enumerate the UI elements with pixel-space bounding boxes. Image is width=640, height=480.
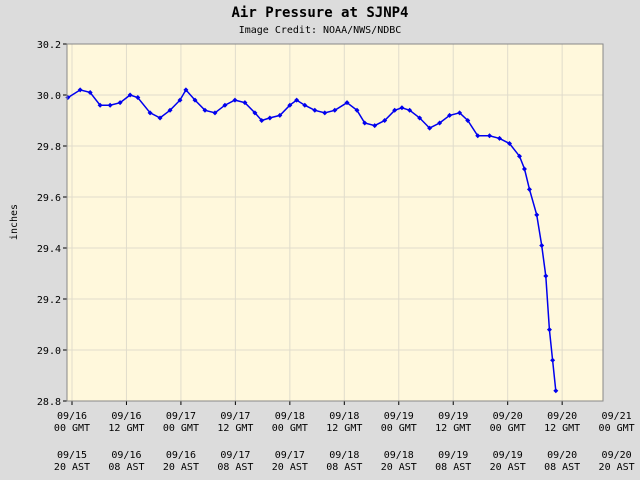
x-tick-label: 09/19 00 GMT xyxy=(381,411,417,434)
point xyxy=(382,118,388,123)
point xyxy=(546,327,552,333)
point xyxy=(539,242,545,248)
y-tick-label: 30.2 xyxy=(37,40,61,51)
point xyxy=(322,110,328,116)
point xyxy=(192,97,198,103)
point xyxy=(222,102,228,108)
x-tick-local-label: 09/16 08 AST xyxy=(108,450,144,473)
x-tick-local-label: 09/19 08 AST xyxy=(435,450,471,473)
point xyxy=(252,110,258,116)
point xyxy=(77,87,83,93)
point xyxy=(344,100,350,106)
point xyxy=(399,105,405,111)
y-tick-label: 29.4 xyxy=(37,244,61,255)
point xyxy=(332,107,338,113)
point xyxy=(372,123,378,129)
point xyxy=(157,115,163,121)
point xyxy=(465,118,471,123)
point xyxy=(553,388,559,394)
y-axis-label: inches xyxy=(9,204,20,240)
y-tick-label: 28.8 xyxy=(37,397,61,408)
x-tick-label: 09/17 12 GMT xyxy=(217,411,253,434)
x-tick-local-label: 09/16 20 AST xyxy=(163,450,199,473)
subtitle: Image Credit: NOAA/NWS/NDBC xyxy=(239,25,402,36)
point xyxy=(312,107,318,113)
point xyxy=(117,100,123,106)
point xyxy=(302,102,308,108)
point xyxy=(259,118,265,123)
point xyxy=(447,112,453,118)
point xyxy=(287,102,293,108)
x-tick-local-label: 09/15 20 AST xyxy=(54,450,90,473)
point xyxy=(232,97,238,103)
y-tick-label: 30.0 xyxy=(37,91,61,102)
point xyxy=(475,133,481,139)
point xyxy=(354,107,360,113)
plot-area xyxy=(67,44,603,401)
x-tick-label: 09/16 00 GMT xyxy=(54,411,90,434)
point xyxy=(362,120,368,126)
x-tick-label: 09/18 00 GMT xyxy=(272,411,308,434)
x-tick-label: 09/17 00 GMT xyxy=(163,411,199,434)
point xyxy=(183,87,189,93)
x-tick-local-label: 09/18 08 AST xyxy=(326,450,362,473)
point xyxy=(497,135,503,141)
x-tick-local-label: 09/20 08 AST xyxy=(544,450,580,473)
point xyxy=(127,92,133,98)
point xyxy=(437,120,443,126)
point xyxy=(212,110,218,116)
y-tick-label: 29.8 xyxy=(37,142,61,153)
point xyxy=(507,140,513,146)
point xyxy=(550,357,556,363)
point xyxy=(87,89,93,95)
point xyxy=(392,107,398,113)
x-tick-label: 09/18 12 GMT xyxy=(326,411,362,434)
y-tick-label: 29.6 xyxy=(37,193,61,204)
x-tick-label: 09/19 12 GMT xyxy=(435,411,471,434)
point xyxy=(521,166,527,172)
point xyxy=(202,107,208,113)
point xyxy=(543,273,549,279)
point xyxy=(534,212,540,218)
x-tick-label: 09/21 00 GMT xyxy=(599,411,635,434)
point xyxy=(97,102,103,108)
y-tick-label: 29.0 xyxy=(37,346,61,357)
point xyxy=(294,97,300,103)
point xyxy=(407,107,413,113)
x-tick-label: 09/20 12 GMT xyxy=(544,411,580,434)
point xyxy=(526,186,532,192)
point xyxy=(277,112,283,118)
x-tick-local-label: 09/17 08 AST xyxy=(217,450,253,473)
point xyxy=(177,97,183,103)
point xyxy=(427,125,433,131)
x-tick-local-label: 09/17 20 AST xyxy=(272,450,308,473)
x-tick-label: 09/20 00 GMT xyxy=(490,411,526,434)
x-tick-local-label: 09/19 20 AST xyxy=(490,450,526,473)
point xyxy=(417,115,423,121)
point xyxy=(516,153,522,159)
point xyxy=(107,102,113,108)
point xyxy=(267,115,273,121)
y-tick-label: 29.2 xyxy=(37,295,61,306)
point xyxy=(147,110,153,116)
point xyxy=(167,107,173,113)
plot-border xyxy=(66,43,604,402)
point xyxy=(487,133,493,139)
point xyxy=(242,100,248,106)
point xyxy=(135,95,141,101)
x-tick-local-label: 09/20 20 AST xyxy=(599,450,635,473)
point xyxy=(457,110,463,116)
chart-title: Air Pressure at SJNP4 xyxy=(231,5,408,21)
x-tick-label: 09/16 12 GMT xyxy=(108,411,144,434)
x-tick-local-label: 09/18 20 AST xyxy=(381,450,417,473)
